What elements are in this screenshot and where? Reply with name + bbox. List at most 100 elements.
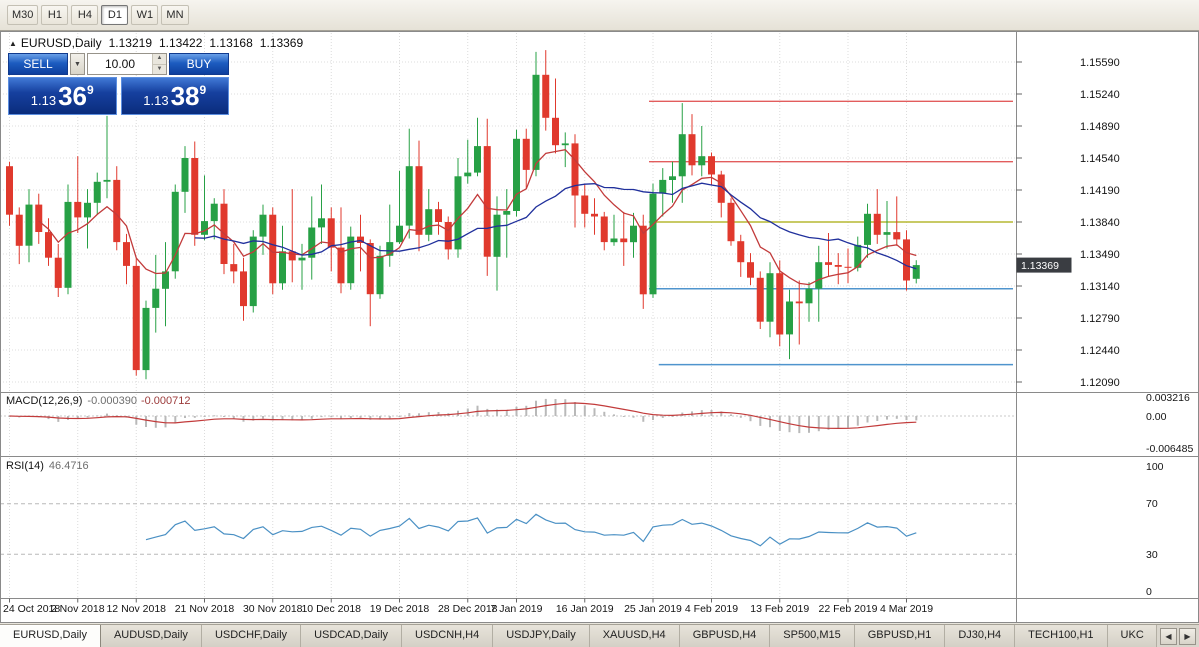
macd-signal-line: [9, 402, 917, 430]
volume-value[interactable]: 10.00: [104, 57, 136, 71]
one-click-trading-panel: SELL ▼ 10.00 ▲ ▼ BUY 1.13 36 9 1.13 38 9: [8, 53, 229, 115]
svg-text:1.12440: 1.12440: [1080, 345, 1120, 357]
timeframe-button-mn[interactable]: MN: [161, 5, 189, 25]
svg-text:13 Feb 2019: 13 Feb 2019: [750, 603, 809, 615]
tabs-scroll-controls: ◀ ▶: [1156, 625, 1199, 647]
chart-tab-gbpusd-h1[interactable]: GBPUSD,H1: [854, 625, 946, 647]
svg-text:2 Nov 2018: 2 Nov 2018: [51, 603, 105, 615]
chart-tab-dj30-h4[interactable]: DJ30,H4: [945, 625, 1016, 647]
macd-indicator-label: MACD(12,26,9) -0.000390 -0.000712: [6, 395, 191, 407]
timeframe-button-h4[interactable]: H4: [71, 5, 99, 25]
volume-spinner: ▲ ▼: [152, 54, 166, 74]
svg-text:4 Mar 2019: 4 Mar 2019: [880, 603, 933, 615]
price-axis-labels: 1.15590 1.15240 1.14890 1.14540 1.14190 1.138…: [1016, 57, 1120, 389]
svg-text:1.13369: 1.13369: [1021, 260, 1059, 272]
sell-button[interactable]: SELL: [8, 53, 68, 75]
buy-price-display[interactable]: 1.13 38 9: [120, 77, 229, 115]
rsi-indicator-label: RSI(14) 46.4716: [6, 460, 89, 472]
svg-text:12 Nov 2018: 12 Nov 2018: [106, 603, 166, 615]
ohlc-high: 1.13422: [159, 36, 203, 50]
volume-dropdown-button[interactable]: ▼: [70, 53, 85, 75]
buy-button[interactable]: BUY: [169, 53, 229, 75]
buy-price-prefix: 1.13: [143, 92, 169, 108]
one-click-toggle-icon[interactable]: ▲: [9, 38, 17, 48]
sell-price-big: 36: [58, 81, 88, 111]
svg-text:28 Dec 2018: 28 Dec 2018: [438, 603, 498, 615]
svg-text:1.14540: 1.14540: [1080, 153, 1120, 165]
timeframe-button-d1[interactable]: D1: [101, 5, 129, 25]
svg-text:4 Feb 2019: 4 Feb 2019: [685, 603, 738, 615]
chart-tab-usdcad-daily[interactable]: USDCAD,Daily: [301, 625, 403, 647]
chart-tab-eurusd-daily[interactable]: EURUSD,Daily: [0, 625, 101, 647]
chart-tab-tech100-h1[interactable]: TECH100,H1: [1015, 625, 1108, 647]
volume-field[interactable]: 10.00 ▲ ▼: [87, 53, 167, 75]
chart-tabs-bar: EURUSD,Daily AUDUSD,Daily USDCHF,Daily USDC…: [0, 624, 1199, 647]
svg-text:1.12790: 1.12790: [1080, 313, 1120, 325]
tabs-scroll-left-button[interactable]: ◀: [1160, 627, 1177, 645]
svg-text:10 Dec 2018: 10 Dec 2018: [301, 603, 361, 615]
chart-tab-sp500-m15[interactable]: SP500,M15: [770, 625, 855, 647]
svg-text:30: 30: [1146, 549, 1158, 561]
macd-name: MACD(12,26,9): [6, 395, 83, 407]
chart-tabs: EURUSD,Daily AUDUSD,Daily USDCHF,Daily USDC…: [0, 625, 1156, 647]
chart-tab-gbpusd-h4[interactable]: GBPUSD,H4: [679, 625, 771, 647]
svg-text:25 Jan 2019: 25 Jan 2019: [624, 603, 682, 615]
svg-text:1.15590: 1.15590: [1080, 57, 1120, 69]
ohlc-low: 1.13168: [209, 36, 253, 50]
svg-text:0.00: 0.00: [1146, 411, 1167, 423]
svg-text:30 Nov 2018: 30 Nov 2018: [243, 603, 303, 615]
svg-text:22 Feb 2019: 22 Feb 2019: [819, 603, 878, 615]
svg-text:7 Jan 2019: 7 Jan 2019: [491, 603, 543, 615]
timeframe-button-m30[interactable]: M30: [7, 5, 39, 25]
chart-symbol-label: EURUSD,Daily: [20, 36, 102, 50]
rsi-name: RSI(14): [6, 460, 44, 472]
rsi-value: 46.4716: [48, 460, 89, 472]
timeframe-toolbar: M30 H1 H4 D1 W1 MN: [0, 0, 1199, 31]
volume-decrease-button[interactable]: ▼: [153, 64, 166, 74]
buy-price-big: 38: [170, 81, 200, 111]
chart-ohlc-header: ▲ EURUSD,Daily 1.13219 1.13422 1.13168 1…: [9, 36, 303, 50]
ohlc-close: 1.13369: [259, 36, 304, 50]
svg-text:1.13490: 1.13490: [1080, 249, 1120, 261]
volume-increase-button[interactable]: ▲: [153, 54, 166, 65]
indicator-axis-labels: 0.003216 0.00 -0.006485 100 70 30 0: [1146, 392, 1193, 598]
svg-text:0.003216: 0.003216: [1146, 392, 1190, 404]
chart-tab-usdjpy-daily[interactable]: USDJPY,Daily: [493, 625, 590, 647]
buy-price-sup: 9: [199, 83, 207, 97]
svg-text:-0.006485: -0.006485: [1146, 443, 1193, 455]
rsi-line: [145, 513, 917, 547]
svg-text:21 Nov 2018: 21 Nov 2018: [175, 603, 235, 615]
svg-text:1.12090: 1.12090: [1080, 377, 1120, 389]
svg-text:19 Dec 2018: 19 Dec 2018: [370, 603, 430, 615]
svg-text:1.13140: 1.13140: [1080, 281, 1120, 293]
ohlc-open: 1.13219: [108, 36, 152, 50]
macd-value-signal: -0.000712: [140, 395, 191, 407]
ma-slow-line: [194, 182, 917, 270]
svg-text:1.13840: 1.13840: [1080, 217, 1120, 229]
chart-tab-usdcnh-h4[interactable]: USDCNH,H4: [402, 625, 494, 647]
svg-text:1.15240: 1.15240: [1080, 89, 1120, 101]
current-price-badge: 1.13369: [1016, 257, 1072, 273]
svg-text:70: 70: [1146, 498, 1158, 510]
chart-window-bg: [0, 31, 1199, 623]
svg-text:24 Oct 2018: 24 Oct 2018: [3, 603, 60, 615]
svg-text:100: 100: [1146, 461, 1164, 473]
chart-tab-usdchf-daily[interactable]: USDCHF,Daily: [201, 625, 302, 647]
svg-text:16 Jan 2019: 16 Jan 2019: [556, 603, 614, 615]
svg-text:1.14890: 1.14890: [1080, 121, 1120, 133]
sell-price-sup: 9: [87, 83, 94, 97]
macd-value-main: -0.000390: [87, 395, 137, 407]
candlestick-layer: [6, 50, 920, 380]
sell-price-prefix: 1.13: [30, 92, 57, 108]
chart-tab-xauusd-h4[interactable]: XAUUSD,H4: [589, 625, 680, 647]
chart-tab-audusd-daily[interactable]: AUDUSD,Daily: [100, 625, 202, 647]
timeframe-button-w1[interactable]: W1: [131, 5, 159, 25]
chart-tab-ukc[interactable]: UKC: [1107, 625, 1156, 647]
svg-text:1.14190: 1.14190: [1080, 185, 1120, 197]
sell-price-display[interactable]: 1.13 36 9: [8, 77, 117, 115]
timeframe-button-h1[interactable]: H1: [41, 5, 69, 25]
tabs-scroll-right-button[interactable]: ▶: [1179, 627, 1196, 645]
